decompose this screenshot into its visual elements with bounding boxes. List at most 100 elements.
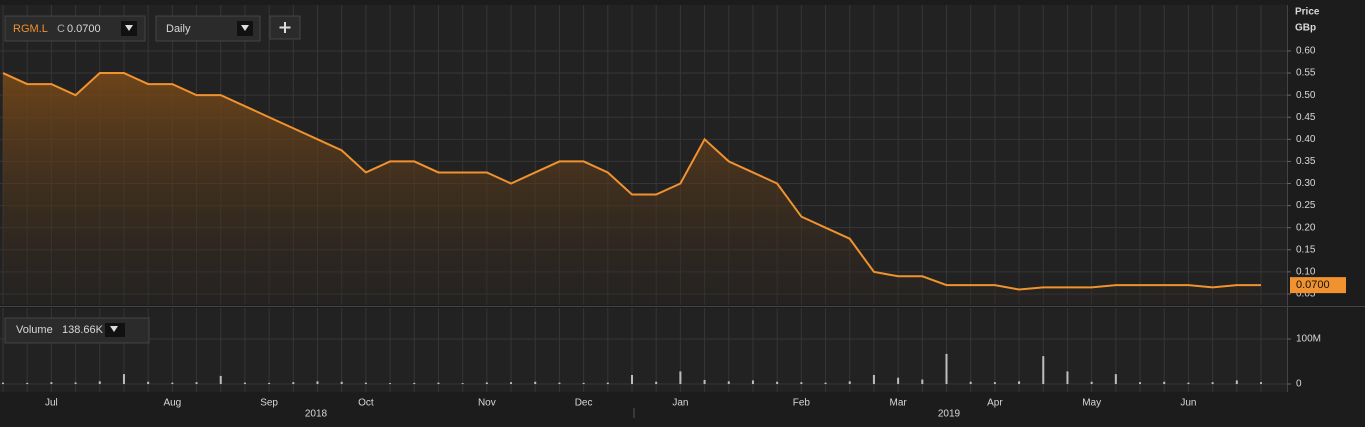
interval: Daily — [166, 23, 191, 35]
x-tick-label: Aug — [163, 398, 181, 409]
volume-bar — [679, 371, 682, 384]
year-label: 2018 — [305, 409, 328, 420]
volume-bar — [534, 381, 537, 384]
x-tick-label: Jul — [45, 398, 58, 409]
volume-bar — [776, 381, 779, 384]
volume-bar — [195, 382, 198, 384]
volume-panel — [0, 308, 1287, 392]
y-axis-title: Price — [1295, 7, 1320, 18]
volume-bar — [848, 381, 851, 384]
volume-bar — [969, 381, 972, 384]
volume-bar — [1235, 380, 1238, 384]
volume-bar — [98, 381, 101, 384]
volume-bar — [1163, 381, 1166, 384]
volume-bar — [1187, 382, 1190, 384]
volume-bar — [993, 382, 996, 384]
y-tick-label: 0.35 — [1296, 156, 1316, 167]
y-tick-label: 0.55 — [1296, 68, 1316, 79]
y-tick-label: 0 — [1296, 379, 1302, 390]
plot-layer — [2, 72, 1262, 384]
y-tick-label: 0.20 — [1296, 222, 1316, 233]
volume-bar — [921, 379, 924, 384]
symbol: RGM.L — [13, 23, 48, 35]
y-tick-label: 0.10 — [1296, 267, 1316, 278]
volume-bar — [727, 381, 730, 384]
x-tick-label: Sep — [260, 398, 278, 409]
year-label: 2019 — [938, 409, 961, 420]
volume-bar — [1066, 371, 1069, 384]
x-tick-label: Mar — [889, 398, 907, 409]
close-value: 0.0700 — [67, 23, 101, 35]
close-prefix: C — [57, 23, 65, 35]
volume-bar — [1260, 382, 1262, 384]
volume-bar — [243, 382, 246, 384]
dropdown-arrow — [241, 25, 249, 31]
y-tick-label: 0.05 — [1296, 289, 1316, 300]
y-tick-label: 0.30 — [1296, 178, 1316, 189]
volume-bar — [147, 381, 150, 384]
volume-bar — [2, 382, 4, 384]
x-tick-label: Nov — [478, 398, 496, 409]
volume-bar — [631, 375, 633, 384]
volume-bar — [872, 375, 875, 384]
volume-bar — [461, 383, 464, 384]
volume-bar — [897, 377, 900, 384]
x-tick-label: Jan — [672, 398, 688, 409]
volume-bar — [219, 375, 222, 384]
volume-bar — [74, 382, 77, 384]
y-tick-label: 0.50 — [1296, 90, 1316, 101]
dropdown-arrow — [125, 25, 133, 31]
price-area — [3, 73, 1261, 306]
volume-bar — [340, 381, 343, 384]
volume-bar — [510, 382, 513, 384]
volume-bar — [655, 381, 658, 384]
toolbar: RGM.L C 0.0700 Daily Volume 138.66K — [4, 15, 301, 344]
volume-bar — [703, 379, 706, 384]
x-tick-label: Oct — [358, 398, 374, 409]
volume-bar — [582, 382, 585, 384]
volume-bar — [945, 353, 948, 384]
volume-bar — [824, 382, 827, 384]
volume-bar — [389, 383, 392, 384]
last-price-tag — [1290, 277, 1346, 294]
volume-bar — [364, 382, 367, 384]
volume-bar — [122, 374, 125, 384]
volume-bar — [1139, 382, 1142, 384]
volume-bar — [268, 382, 271, 384]
volume-bar — [292, 382, 295, 384]
volume-bar — [1042, 356, 1045, 384]
volume-bar — [485, 382, 488, 384]
volume-bar — [171, 382, 174, 384]
y-tick-label: 100M — [1296, 334, 1321, 345]
x-tick-label: Apr — [987, 398, 1003, 409]
y-tick-label: 0.15 — [1296, 244, 1316, 255]
dropdown-arrow — [110, 326, 118, 332]
volume-current: 138.66K — [62, 324, 104, 336]
volume-bar — [751, 380, 754, 384]
volume-bar — [1018, 381, 1021, 384]
volume-bar — [437, 382, 440, 384]
volume-bar — [1114, 374, 1117, 384]
volume-bar — [1090, 381, 1093, 384]
volume-bar — [800, 382, 803, 384]
y-axis-unit: GBp — [1295, 23, 1316, 34]
volume-bar — [558, 382, 561, 384]
volume-bar — [26, 382, 29, 384]
volume-bar — [606, 382, 609, 384]
y-tick-label: 0.60 — [1296, 46, 1316, 57]
volume-name: Volume — [16, 324, 53, 336]
price-line — [2, 72, 1261, 291]
y-tick-label: 0.45 — [1296, 112, 1316, 123]
volume-bar — [413, 382, 416, 384]
x-tick-label: Dec — [575, 398, 593, 409]
x-tick-label: May — [1082, 398, 1101, 409]
y-tick-label: 0.40 — [1296, 134, 1316, 145]
x-tick-label: Jun — [1180, 398, 1196, 409]
volume-bar — [50, 382, 53, 384]
plus-icon — [279, 22, 291, 33]
last-price-label: 0.0700 — [1296, 279, 1330, 291]
volume-bar — [316, 381, 319, 384]
x-tick-label: Feb — [793, 398, 811, 409]
volume-bar — [1211, 382, 1214, 384]
